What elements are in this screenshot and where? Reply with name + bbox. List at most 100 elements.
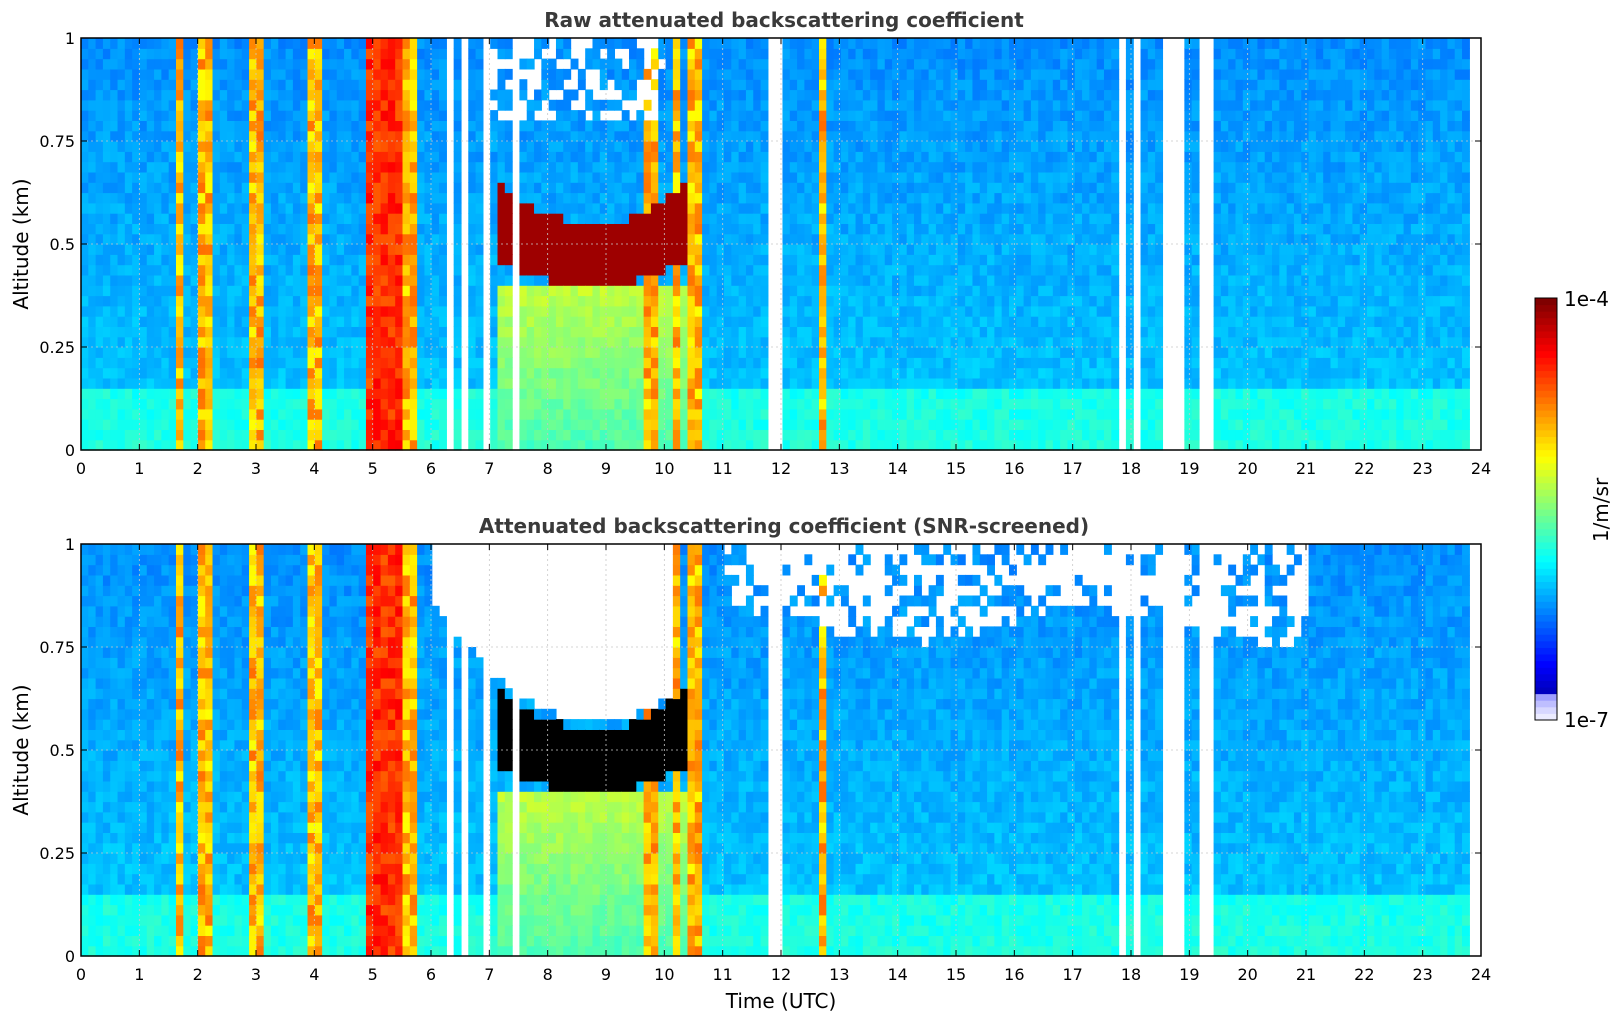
heatmap-cell <box>336 408 345 420</box>
heatmap-cell <box>256 429 265 441</box>
heatmap-cell <box>658 408 667 420</box>
heatmap-cell <box>819 68 827 80</box>
heatmap-cell <box>292 38 301 49</box>
heatmap-cell <box>760 58 769 70</box>
heatmap-cell <box>424 439 433 451</box>
heatmap-cell <box>534 357 542 369</box>
heatmap-cell <box>672 326 681 338</box>
heatmap-cell <box>439 213 447 224</box>
heatmap-cell <box>241 295 250 307</box>
heatmap-cell <box>994 408 1003 420</box>
heatmap-cell <box>745 408 754 420</box>
heatmap-cell <box>132 213 141 224</box>
heatmap-cell <box>351 182 360 194</box>
heatmap-cell <box>862 274 871 286</box>
heatmap-cell <box>124 233 133 245</box>
heatmap-cell <box>906 419 915 430</box>
heatmap-cell <box>307 58 316 70</box>
heatmap-cell <box>212 79 221 91</box>
heatmap-cell <box>585 171 594 183</box>
heatmap-cell <box>358 316 367 327</box>
heatmap-cell <box>490 120 499 132</box>
heatmap-cell <box>738 192 747 204</box>
heatmap-cell <box>519 79 528 91</box>
heatmap-cell <box>146 182 155 194</box>
heatmap-cell <box>219 38 228 49</box>
heatmap-cell <box>914 38 922 49</box>
heatmap-cell <box>227 336 236 348</box>
heatmap-cell <box>139 264 148 276</box>
heatmap-cell <box>249 192 257 204</box>
heatmap-cell <box>263 316 272 327</box>
heatmap-cell <box>424 182 433 194</box>
heatmap-cell <box>870 99 879 111</box>
heatmap-cell <box>1001 305 1010 317</box>
heatmap-cell <box>431 316 440 327</box>
heatmap-cell <box>234 295 243 307</box>
heatmap-cell <box>227 419 236 430</box>
heatmap-cell <box>117 99 126 111</box>
heatmap-cell <box>256 357 265 369</box>
heatmap-cell <box>1045 429 1054 441</box>
heatmap-cell <box>124 141 133 152</box>
heatmap-cell <box>380 110 389 121</box>
heatmap-cell <box>285 58 294 70</box>
heatmap-cell <box>1030 305 1039 317</box>
heatmap-cell <box>95 264 104 276</box>
heatmap-cell <box>307 439 316 451</box>
heatmap-cell <box>534 120 542 132</box>
heatmap-cell <box>1038 171 1047 183</box>
heatmap-cell <box>161 141 170 152</box>
heatmap-cell <box>862 120 871 132</box>
heatmap-cell <box>548 274 557 286</box>
heatmap-cell <box>88 377 97 389</box>
heatmap-cell <box>957 429 966 441</box>
heatmap-cell <box>278 151 287 163</box>
heatmap-cell <box>154 48 162 60</box>
heatmap-cell <box>212 274 221 286</box>
heatmap-cell <box>797 141 805 152</box>
heatmap-cell <box>183 377 192 389</box>
heatmap-cell <box>1045 367 1054 379</box>
heatmap-cell <box>117 202 126 214</box>
heatmap-cell <box>212 285 221 297</box>
heatmap-cell <box>117 347 126 358</box>
heatmap-cell <box>453 213 462 224</box>
heatmap-cell <box>439 367 447 379</box>
heatmap-cell <box>914 295 922 307</box>
heatmap-cell <box>753 223 762 235</box>
heatmap-cell <box>548 171 557 183</box>
heatmap-cell <box>102 202 111 214</box>
heatmap-cell <box>1008 79 1017 91</box>
heatmap-cell <box>563 357 572 369</box>
heatmap-cell <box>870 161 879 173</box>
heatmap-cell <box>957 130 966 142</box>
heatmap-cell <box>943 161 952 173</box>
heatmap-cell <box>278 130 287 142</box>
heatmap-cell <box>994 110 1003 121</box>
heatmap-cell <box>336 48 345 60</box>
heatmap-cell <box>205 171 214 183</box>
heatmap-cell <box>987 202 995 214</box>
heatmap-cell <box>563 202 572 214</box>
heatmap-cell <box>234 274 243 286</box>
heatmap-cell <box>943 377 952 389</box>
heatmap-cell <box>1030 429 1039 441</box>
heatmap-cell <box>935 274 944 286</box>
heatmap-cell <box>424 58 433 70</box>
heatmap-cell <box>351 89 360 101</box>
heatmap-cell <box>387 244 396 255</box>
heatmap-cell <box>585 419 594 430</box>
heatmap-cell <box>570 295 579 307</box>
heatmap-cell <box>219 141 228 152</box>
heatmap-cell <box>687 347 696 358</box>
heatmap-cell <box>117 408 126 420</box>
heatmap-cell <box>541 244 550 255</box>
heatmap-cell <box>81 429 89 441</box>
heatmap-cell <box>892 254 900 266</box>
heatmap-cell <box>716 357 725 369</box>
heatmap-cell <box>475 182 484 194</box>
heatmap-cell <box>614 79 623 91</box>
heatmap-cell <box>292 254 301 266</box>
heatmap-cell <box>899 182 908 194</box>
